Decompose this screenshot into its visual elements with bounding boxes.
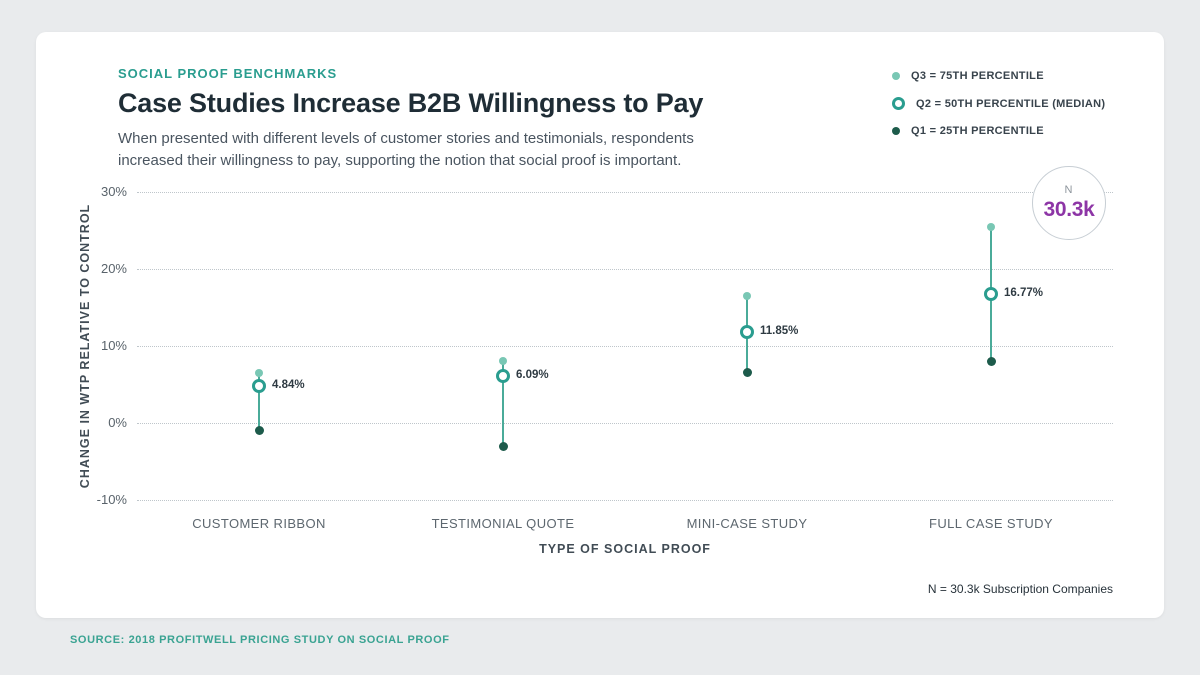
q1-percentile-dot-icon [892, 127, 900, 135]
gridline [137, 500, 1113, 501]
y-tick-label: 20% [100, 261, 127, 276]
plot-area: 30% 20% 10% 0% -10% 4.84% CUSTOMER RIBBON 6.09%… [97, 184, 1113, 531]
gridline [137, 192, 1113, 193]
y-tick-label: 30% [100, 184, 127, 199]
q3-dot [987, 222, 995, 231]
legend-label-q3: Q3 = 75TH PERCENTILE [911, 70, 1044, 82]
sample-size-badge-value: 30.3k [1043, 198, 1095, 221]
q3-dot [255, 368, 263, 377]
source-note: SOURCE: 2018 PROFITWELL PRICING STUDY ON… [70, 634, 450, 646]
q1-dot [498, 441, 508, 451]
q2-median-ring-icon [892, 97, 905, 110]
legend-label-q2: Q2 = 50TH PERCENTILE (MEDIAN) [916, 97, 1106, 110]
chart-title: Case Studies Increase B2B Willingness to… [118, 88, 704, 118]
legend-label-q1: Q1 = 25TH PERCENTILE [911, 125, 1044, 137]
median-ring [984, 286, 998, 301]
eyebrow-label: SOCIAL PROOF BENCHMARKS [118, 66, 338, 81]
sample-size-note: N = 30.3k Subscription Companies [927, 582, 1113, 596]
q3-percentile-dot-icon [892, 72, 900, 80]
quartile-range-line [501, 361, 505, 447]
median-value-label: 11.85% [760, 324, 799, 337]
median-value-label: 4.84% [272, 378, 305, 391]
median-ring [252, 378, 266, 393]
chart-subtitle: When presented with different levels of … [118, 128, 694, 172]
x-axis-title: TYPE OF SOCIAL PROOF [539, 542, 711, 556]
q3-dot [743, 291, 751, 300]
legend-item-q2: Q2 = 50TH PERCENTILE (MEDIAN) [892, 97, 1105, 110]
median-value-label: 16.77% [1004, 286, 1044, 299]
x-category-label: FULL CASE STUDY [929, 516, 1053, 531]
gridline [137, 423, 1113, 424]
legend-item-q3: Q3 = 75TH PERCENTILE [892, 70, 1105, 82]
y-tick-label: -10% [96, 492, 127, 507]
quartile-range-line [257, 372, 261, 431]
y-tick-label: 0% [108, 415, 127, 430]
gridline [137, 346, 1113, 347]
sample-size-badge-n-label: N [1064, 184, 1074, 196]
q1-dot [254, 426, 264, 436]
median-ring [740, 324, 754, 339]
x-category-label: MINI-CASE STUDY [686, 516, 808, 531]
q1-dot [742, 368, 752, 378]
median-ring [496, 369, 510, 384]
q3-dot [499, 357, 507, 366]
x-category-label: TESTIMONIAL QUOTE [431, 516, 575, 531]
gridline [137, 269, 1113, 270]
chart-subtitle-line1: When presented with different levels of … [118, 130, 694, 147]
legend-item-q1: Q1 = 25TH PERCENTILE [892, 125, 1105, 137]
chart-card: SOCIAL PROOF BENCHMARKS Case Studies Inc… [36, 32, 1164, 618]
y-tick-label: 10% [100, 338, 127, 353]
sample-size-badge: N 30.3k [1032, 166, 1106, 240]
median-value-label: 6.09% [516, 369, 549, 382]
q1-dot [986, 356, 996, 366]
legend: Q3 = 75TH PERCENTILE Q2 = 50TH PERCENTIL… [892, 70, 1105, 137]
x-category-label: CUSTOMER RIBBON [192, 516, 326, 531]
chart-subtitle-line2: increased their willingness to pay, supp… [118, 151, 682, 169]
